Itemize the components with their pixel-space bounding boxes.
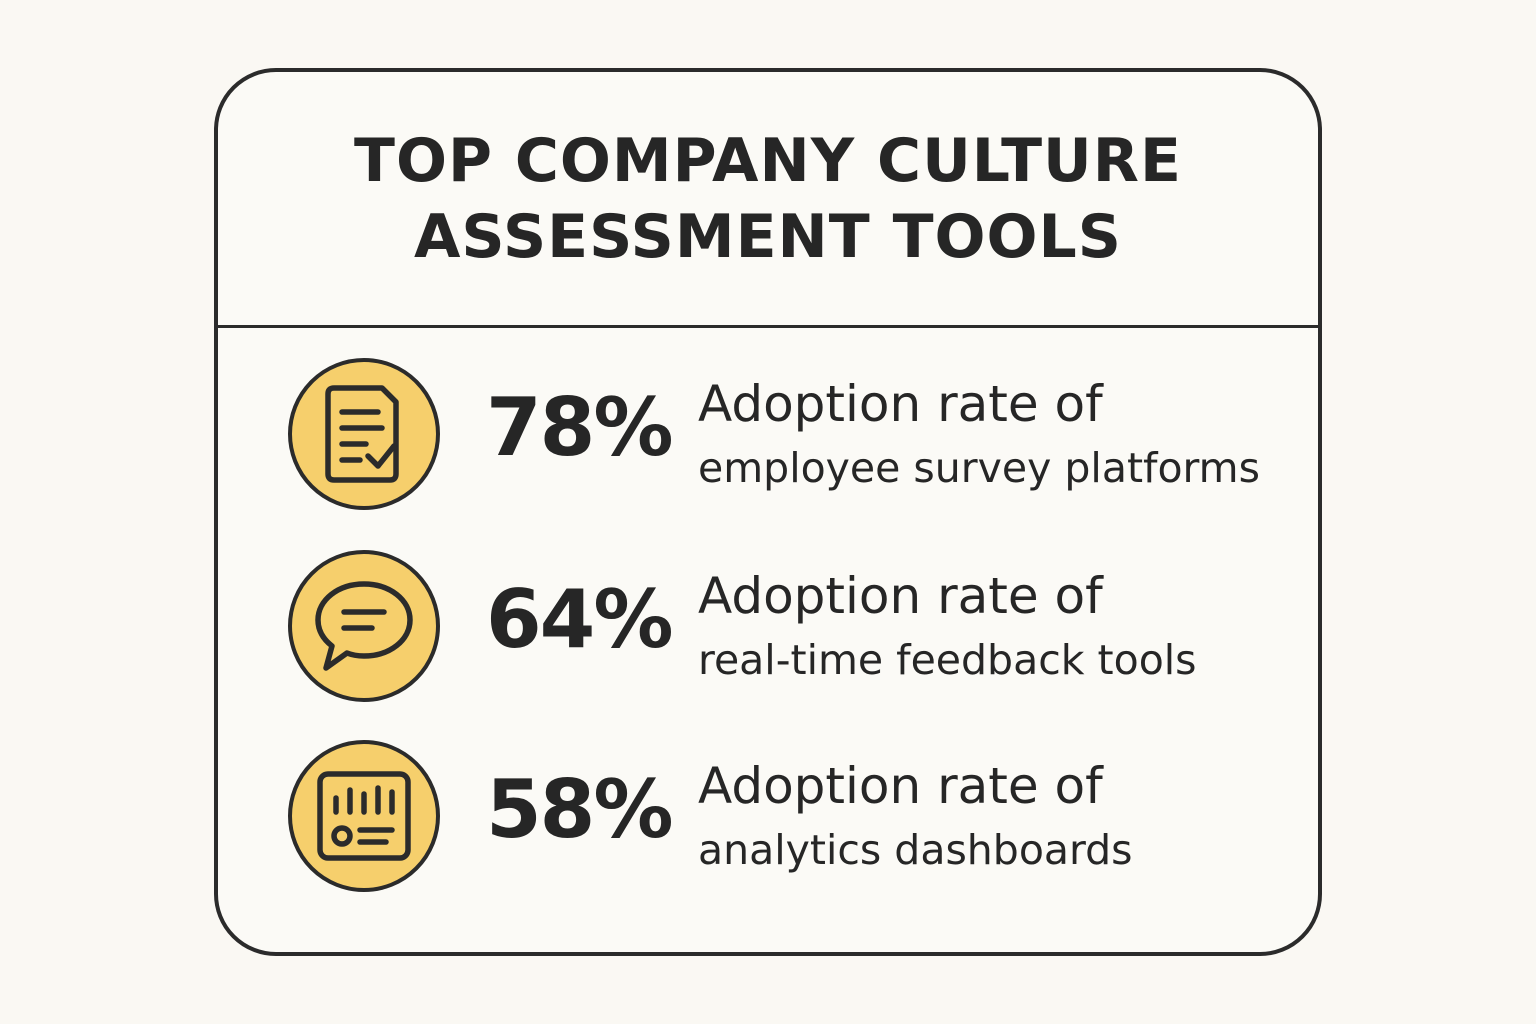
stat-description-line-2: analytics dashboards (698, 826, 1133, 874)
stat-percent: 78% (486, 381, 673, 474)
page-title: TOP COMPANY CULTURE ASSESSMENT TOOLS (354, 123, 1182, 275)
stat-description-line-1: Adoption rate of (698, 567, 1103, 625)
stat-percent: 58% (486, 763, 673, 856)
card-header: TOP COMPANY CULTURE ASSESSMENT TOOLS (218, 72, 1318, 328)
stat-description: Adoption rate of employee survey platfor… (698, 372, 1260, 500)
stat-row-analytics: 58% Adoption rate of analytics dashboard… (288, 740, 1318, 900)
survey-checklist-icon (288, 358, 440, 510)
speech-bubble-icon (288, 550, 440, 702)
stat-description: Adoption rate of analytics dashboards (698, 754, 1133, 882)
title-line-2: ASSESSMENT TOOLS (413, 201, 1122, 272)
stat-description-line-1: Adoption rate of (698, 375, 1103, 433)
stat-description-line-1: Adoption rate of (698, 757, 1103, 815)
analytics-dashboard-icon (288, 740, 440, 892)
stat-row-feedback: 64% Adoption rate of real-time feedback … (288, 550, 1318, 710)
stat-percent: 64% (486, 573, 673, 666)
infographic-card: TOP COMPANY CULTURE ASSESSMENT TOOLS 78%… (214, 68, 1322, 956)
stat-description: Adoption rate of real-time feedback tool… (698, 564, 1197, 692)
stat-row-survey: 78% Adoption rate of employee survey pla… (288, 358, 1318, 518)
title-line-1: TOP COMPANY CULTURE (354, 125, 1182, 196)
stat-description-line-2: employee survey platforms (698, 444, 1260, 492)
stat-description-line-2: real-time feedback tools (698, 636, 1197, 684)
